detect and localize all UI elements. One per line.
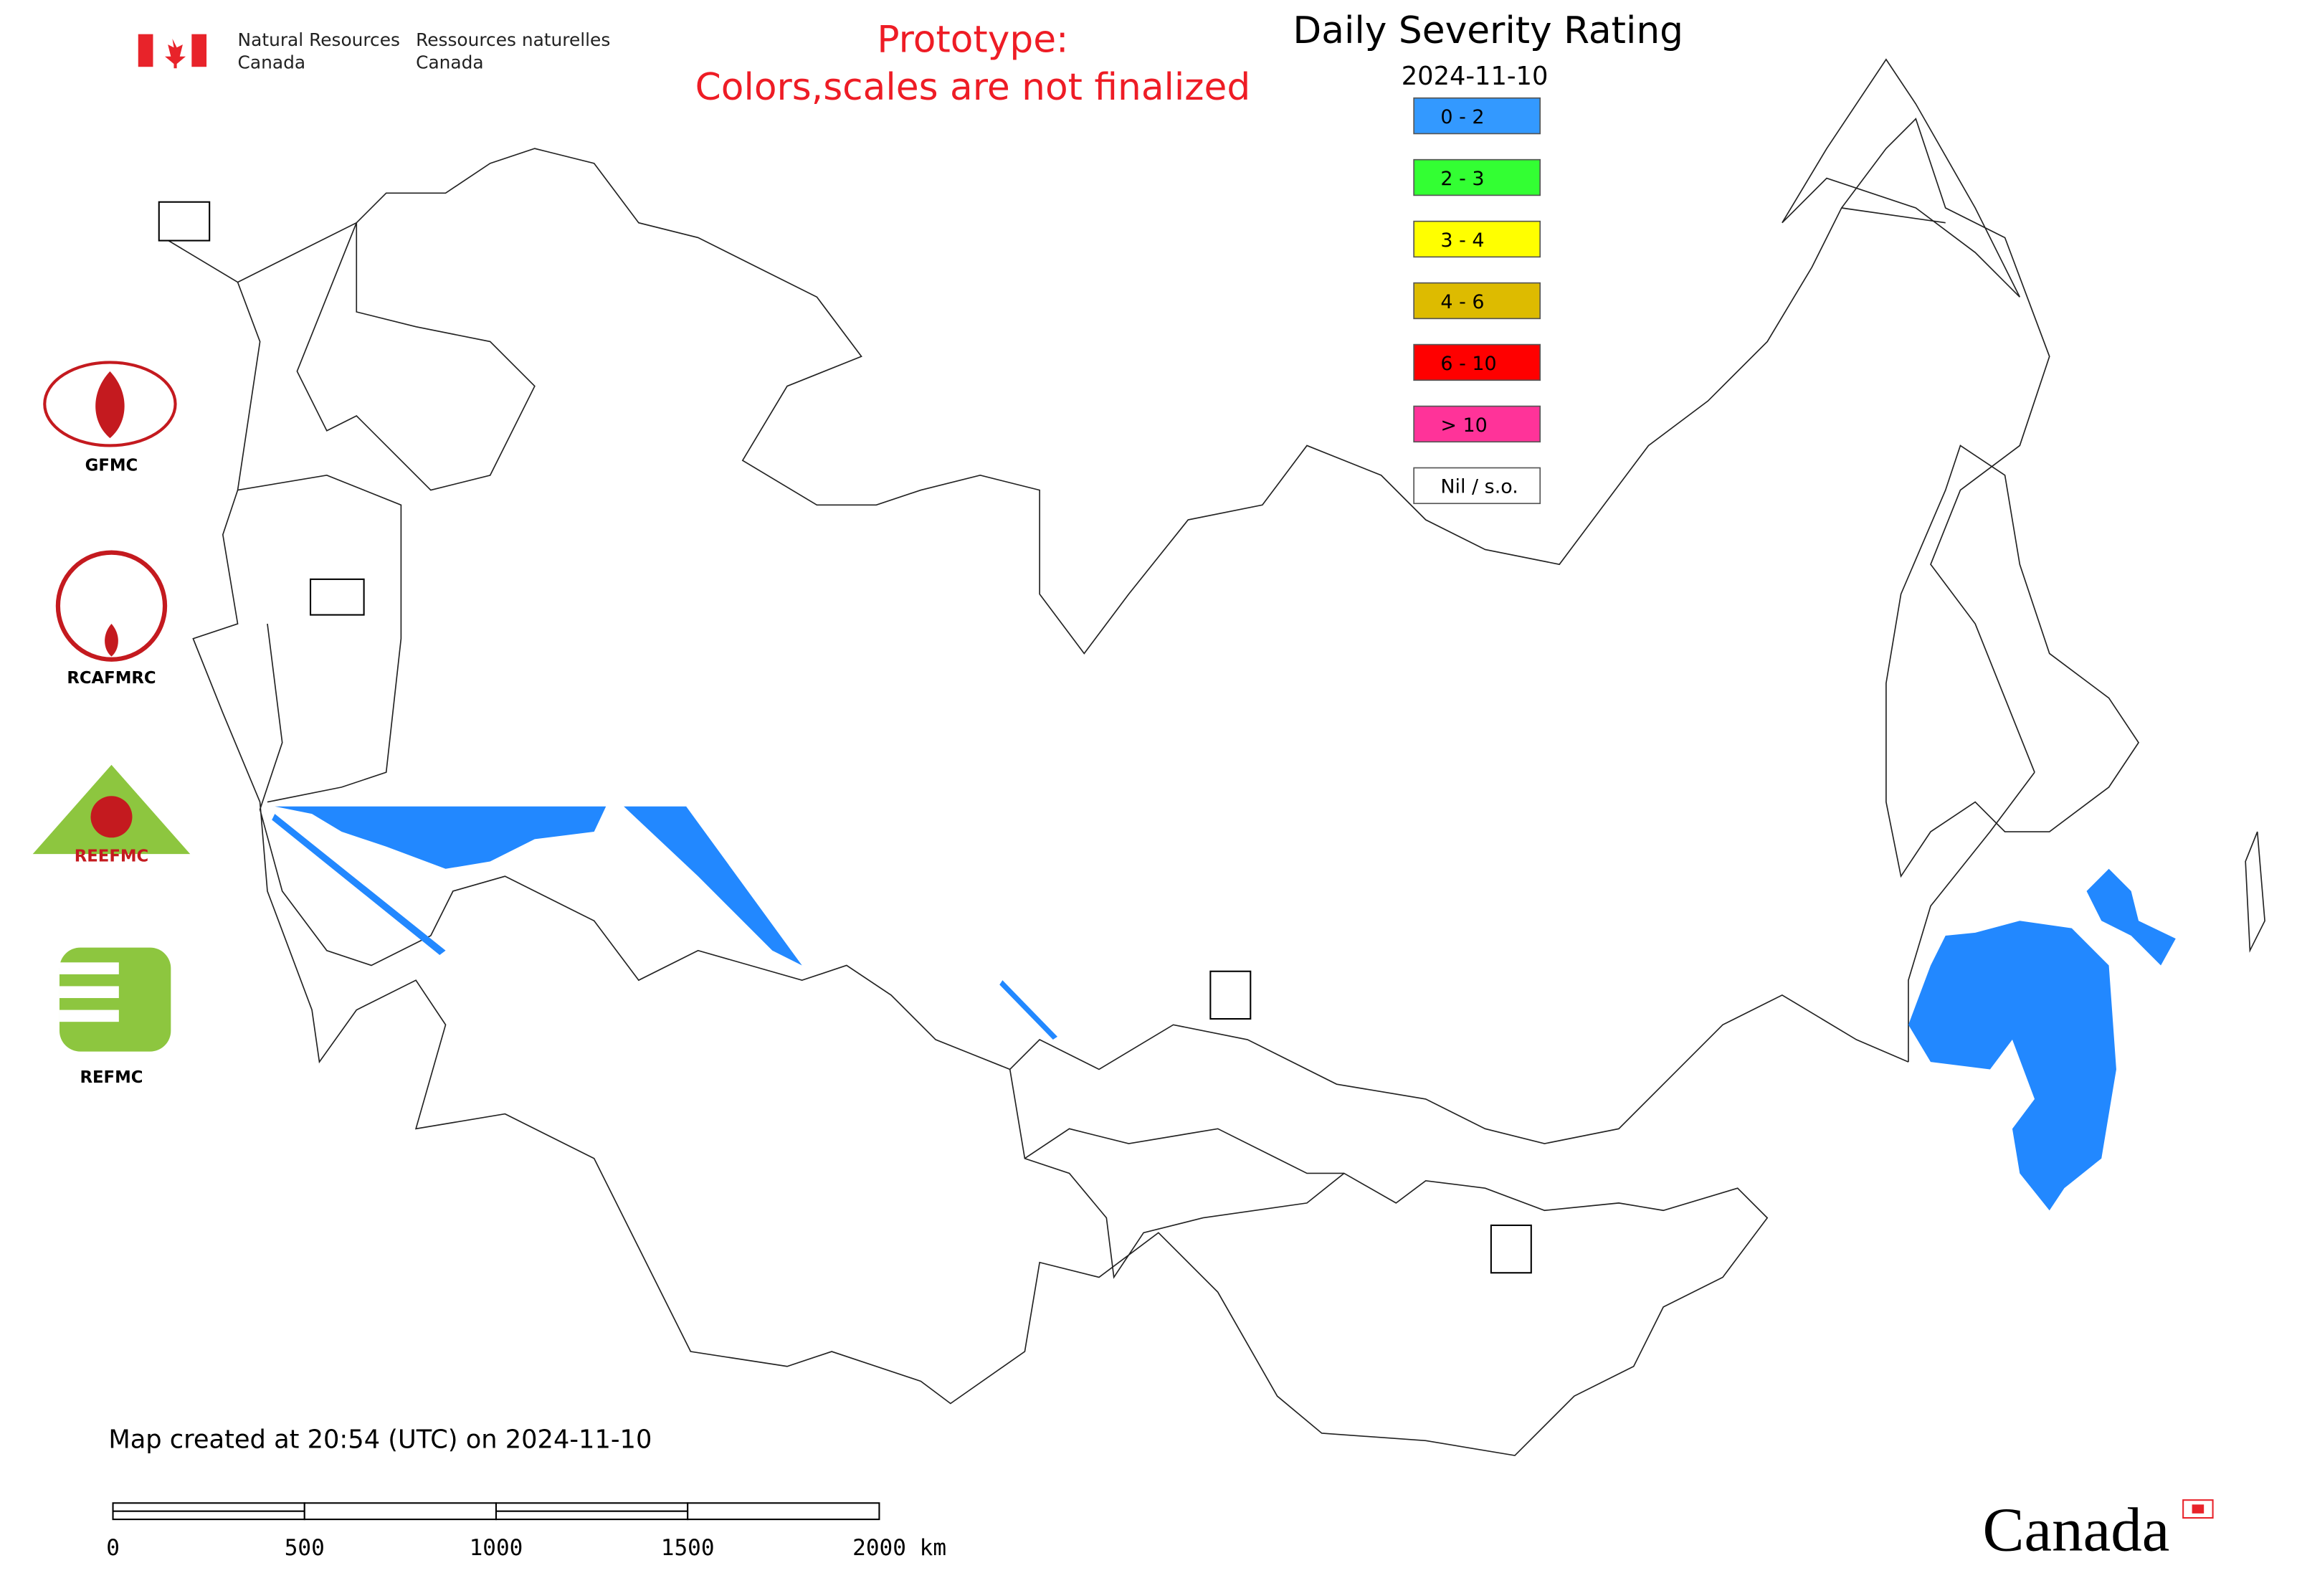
scale-bar: 0 500 1000 1500 2000 km	[106, 1502, 946, 1561]
legend-label: 0 - 2	[1440, 106, 1484, 128]
legend-swatch	[1413, 405, 1541, 443]
fire-severity-areas	[272, 806, 2176, 1211]
scale-segment	[303, 1502, 498, 1521]
scale-label: 500	[285, 1535, 325, 1561]
title: Daily Severity Rating	[1293, 9, 1683, 52]
legend-label: 6 - 10	[1440, 353, 1496, 375]
date: 2024-11-10	[1402, 62, 1549, 91]
map-logo-markers	[158, 201, 1532, 1274]
legend: 0 - 2 2 - 3 3 - 4 4 - 6 6 - 10 > 10 Nil / s.o.	[1413, 97, 1541, 505]
footer: Map created at 20:54 (UTC) on 2024-11-10	[108, 1425, 652, 1455]
logo-reefmc: REEFMC	[32, 764, 191, 865]
legend-label: 4 - 6	[1440, 291, 1484, 313]
legend-swatch	[1413, 282, 1541, 320]
scale-segment	[687, 1502, 880, 1521]
agency-fr-1: Ressources naturelles	[416, 29, 610, 50]
agency-en-1: Natural Resources	[238, 29, 400, 50]
agency-fr-2: Canada	[416, 52, 484, 72]
agency-en-2: Canada	[238, 52, 306, 72]
logo-label: GFMC	[85, 457, 138, 475]
legend-swatch	[1413, 220, 1541, 258]
scale-label: 0	[106, 1535, 120, 1561]
canada-wordmark: Canada	[1983, 1495, 2214, 1564]
legend-label: Nil / s.o.	[1440, 476, 1518, 498]
legend-swatch	[1413, 343, 1541, 381]
legend-swatch	[1413, 158, 1541, 196]
logo-rcafmrc: RCAFMRC	[55, 550, 168, 688]
logo-label: RCAFMRC	[67, 669, 156, 688]
agency-signature: Natural Resources Canada Ressources natu…	[138, 29, 610, 72]
legend-label: 2 - 3	[1440, 168, 1484, 190]
logo-gfmc: GFMC	[43, 361, 177, 475]
scale-label: 1000	[470, 1535, 523, 1561]
logo-refmc: REFMC	[59, 947, 171, 1087]
notice-line-1: Prototype:	[877, 19, 1068, 62]
wordmark: Canada	[1983, 1495, 2170, 1564]
legend-label: 3 - 4	[1440, 229, 1484, 252]
scale-label: 2000 km	[852, 1535, 946, 1561]
legend-label: > 10	[1440, 414, 1487, 437]
base-map	[163, 58, 2265, 1456]
logo-label: REFMC	[80, 1068, 143, 1087]
scale-label: 1500	[661, 1535, 715, 1561]
legend-swatch	[1413, 97, 1541, 135]
logo-label: REEFMC	[75, 847, 149, 865]
notice-line-2: Colors,scales are not finalized	[695, 66, 1251, 109]
legend-swatch	[1413, 467, 1541, 505]
